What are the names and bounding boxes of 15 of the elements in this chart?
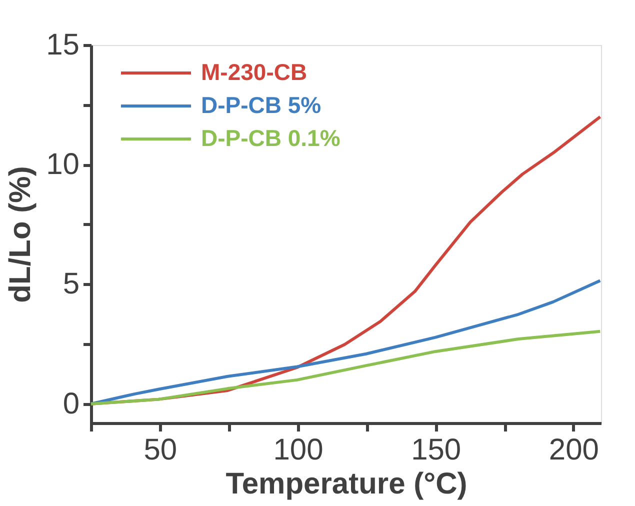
x-tick-label: 50 (144, 434, 178, 466)
y-tick-label: 5 (62, 268, 80, 301)
y-tick-label: 10 (46, 148, 80, 182)
y-tick-label: 0 (62, 387, 80, 420)
legend-label: D-P-CB 0.1% (201, 125, 340, 151)
y-tick-label: 15 (46, 28, 80, 62)
line-series (90, 279, 602, 406)
line-series (90, 330, 602, 406)
legend-label: D-P-CB 5% (201, 92, 322, 118)
x-tick-label: 100 (273, 434, 324, 466)
x-tick-label: 150 (411, 434, 462, 466)
x-axis-title: Temperature (°C) (226, 468, 468, 500)
x-tick-label: 200 (548, 434, 599, 466)
legend-label: M-230-CB (201, 59, 308, 85)
y-axis-title: dL/Lo (%) (4, 166, 38, 303)
